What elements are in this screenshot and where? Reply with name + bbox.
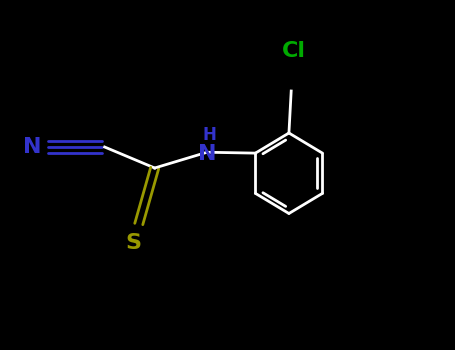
Text: N: N — [23, 137, 41, 157]
Text: Cl: Cl — [282, 41, 305, 61]
Text: N: N — [198, 144, 216, 164]
Text: H: H — [202, 126, 216, 145]
Text: S: S — [125, 233, 142, 253]
